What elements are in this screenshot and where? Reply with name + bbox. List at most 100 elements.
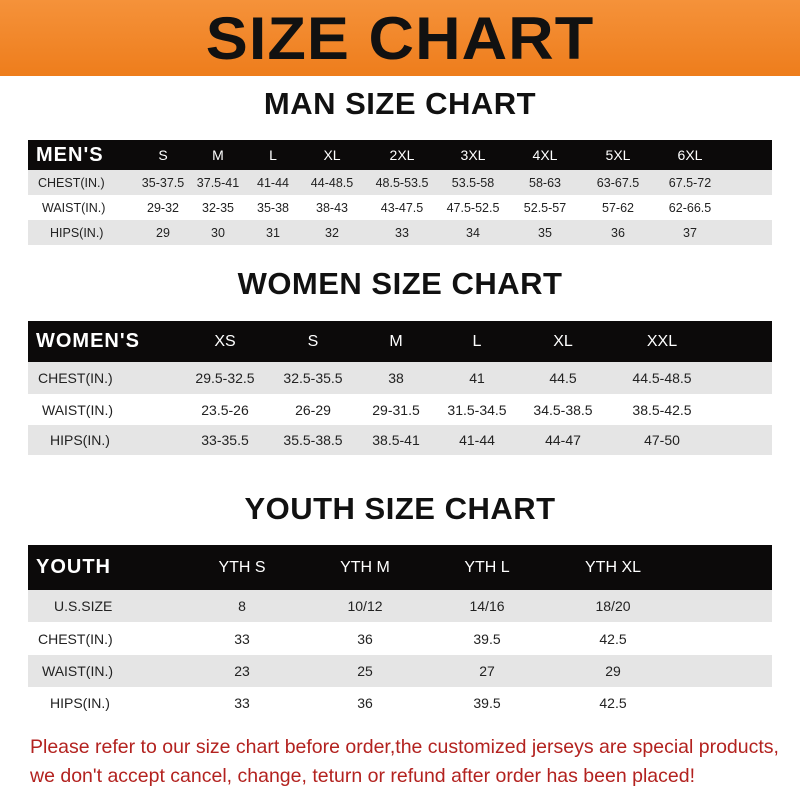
- table-cell: 43-47.5: [380, 200, 424, 215]
- table-cell: 33-35.5: [201, 432, 249, 448]
- table-cell: 35-37.5: [141, 175, 185, 190]
- table-cell: 8: [238, 598, 246, 614]
- size-column-header: L: [269, 147, 277, 163]
- table-cell: 48.5-53.5: [375, 175, 429, 190]
- table-cell: 23: [234, 663, 250, 679]
- table-cell: 32-35: [202, 200, 234, 215]
- table-cell: 41-44: [257, 175, 289, 190]
- table-cell: 29.5-32.5: [195, 370, 255, 386]
- row-label: WAIST(IN.): [42, 663, 114, 679]
- table-cell: 41-44: [459, 432, 495, 448]
- table-row: WAIST(IN.) 29-32 32-35 35-38 38-43 43-47.5 47.…: [28, 195, 772, 220]
- table-cell: 35: [538, 225, 552, 240]
- row-label: HIPS(IN.): [50, 432, 110, 448]
- table-cell: 35.5-38.5: [283, 432, 343, 448]
- size-column-header: 4XL: [532, 147, 558, 163]
- row-label: HIPS(IN.): [50, 225, 104, 240]
- table-cell: 27: [479, 663, 495, 679]
- table-cell: 29: [605, 663, 621, 679]
- men-size-table: MEN'S S M L XL 2XL 3XL 4XL 5XL 6XL CHEST(IN.) 35-37…: [28, 140, 772, 245]
- size-column-header: S: [158, 147, 168, 163]
- table-cell: 38-43: [316, 200, 348, 215]
- size-column-header: YTH L: [464, 558, 510, 576]
- table-cell: 29: [156, 225, 170, 240]
- size-column-header: L: [472, 332, 482, 350]
- row-label: WAIST(IN.): [42, 401, 114, 418]
- table-cell: 39.5: [473, 694, 501, 711]
- header-label: WOMEN'S: [36, 330, 140, 352]
- table-cell: 36: [611, 225, 625, 240]
- table-cell: 38.5-41: [372, 432, 420, 448]
- table-cell: 23.5-26: [201, 401, 249, 418]
- table-cell: 39.5: [473, 630, 501, 647]
- table-cell: 52.5-57: [523, 200, 567, 215]
- table-cell: 67.5-72: [668, 175, 712, 190]
- table-cell: 62-66.5: [668, 200, 712, 215]
- table-row: U.S.SIZE 8 10/12 14/16 18/20: [28, 590, 772, 622]
- table-cell: 38: [388, 370, 404, 386]
- size-column-header: YTH S: [218, 558, 266, 576]
- table-cell: 44-47: [545, 432, 581, 448]
- table-cell: 44.5-48.5: [632, 370, 692, 386]
- table-cell: 47-50: [644, 432, 680, 448]
- men-section-title: MAN SIZE CHART: [263, 86, 537, 121]
- table-cell: 53.5-58: [451, 175, 495, 190]
- notice-line-1: Please refer to our size chart before or…: [30, 736, 779, 758]
- row-label: CHEST(IN.): [38, 630, 113, 647]
- table-row: CHEST(IN.) 35-37.5 37.5-41 41-44 44-48.5 48.5…: [28, 170, 772, 195]
- table-row: WAIST(IN.) 23.5-26 26-29 29-31.5 31.5-34.5 34…: [28, 394, 772, 425]
- size-column-header: S: [307, 332, 319, 350]
- table-cell: 33: [395, 225, 409, 240]
- table-row: HIPS(IN.) 33 36 39.5 42.5: [28, 687, 772, 718]
- size-column-header: YTH XL: [584, 558, 642, 576]
- youth-section-title: YOUTH SIZE CHART: [244, 491, 556, 526]
- row-label: HIPS(IN.): [50, 694, 110, 711]
- women-size-table: WOMEN'S XS S M L XL XXL CHEST(IN.) 29.5-32.5 32.5…: [28, 321, 772, 455]
- table-cell: 42.5: [599, 694, 627, 711]
- size-column-header: M: [389, 332, 403, 350]
- notice-line-2: we don't accept cancel, change, teturn o…: [30, 765, 695, 787]
- table-cell: 32: [325, 225, 339, 240]
- row-label: U.S.SIZE: [54, 598, 113, 614]
- table-cell: 58-63: [529, 175, 561, 190]
- size-column-header: M: [212, 147, 224, 163]
- page-title: SIZE CHART: [205, 5, 595, 72]
- size-column-header: 6XL: [677, 147, 703, 163]
- table-cell: 36: [357, 694, 373, 711]
- row-label: WAIST(IN.): [42, 200, 106, 215]
- size-column-header: XL: [553, 332, 573, 350]
- youth-size-table: YOUTH YTH S YTH M YTH L YTH XL U.S.SIZE 8 10/12…: [28, 545, 772, 718]
- table-cell: 26-29: [295, 401, 331, 418]
- table-cell: 32.5-35.5: [283, 370, 343, 386]
- size-chart-banner: SIZE CHART: [0, 0, 800, 76]
- size-column-header: 2XL: [389, 147, 415, 163]
- table-cell: 37: [683, 225, 697, 240]
- table-cell: 33: [234, 694, 250, 711]
- table-cell: 31.5-34.5: [447, 401, 507, 418]
- table-cell: 25: [357, 663, 373, 679]
- men-header-row: MEN'S S M L XL 2XL 3XL 4XL 5XL 6XL: [28, 140, 772, 170]
- table-cell: 29-31.5: [372, 401, 420, 418]
- table-cell: 35-38: [257, 200, 289, 215]
- table-cell: 18/20: [595, 598, 631, 614]
- youth-header-row: YOUTH YTH S YTH M YTH L YTH XL: [28, 545, 772, 590]
- table-row: WAIST(IN.) 23 25 27 29: [28, 655, 772, 687]
- size-column-header: YTH M: [340, 558, 390, 576]
- row-label: CHEST(IN.): [38, 175, 105, 190]
- table-cell: 29-32: [147, 200, 179, 215]
- table-row: CHEST(IN.) 33 36 39.5 42.5: [28, 622, 772, 655]
- table-cell: 63-67.5: [596, 175, 640, 190]
- size-column-header: 5XL: [605, 147, 631, 163]
- table-cell: 41: [469, 370, 485, 386]
- women-section-title: WOMEN SIZE CHART: [237, 266, 563, 301]
- table-cell: 33: [234, 630, 250, 647]
- table-cell: 10/12: [347, 598, 383, 614]
- table-row: CHEST(IN.) 29.5-32.5 32.5-35.5 38 41 44.5 44.5…: [28, 362, 772, 394]
- table-cell: 36: [357, 630, 373, 647]
- row-label: CHEST(IN.): [38, 370, 113, 386]
- table-cell: 42.5: [599, 630, 627, 647]
- table-cell: 34: [466, 225, 480, 240]
- table-cell: 14/16: [469, 598, 505, 614]
- table-cell: 44.5: [549, 370, 577, 386]
- table-cell: 38.5-42.5: [632, 401, 692, 418]
